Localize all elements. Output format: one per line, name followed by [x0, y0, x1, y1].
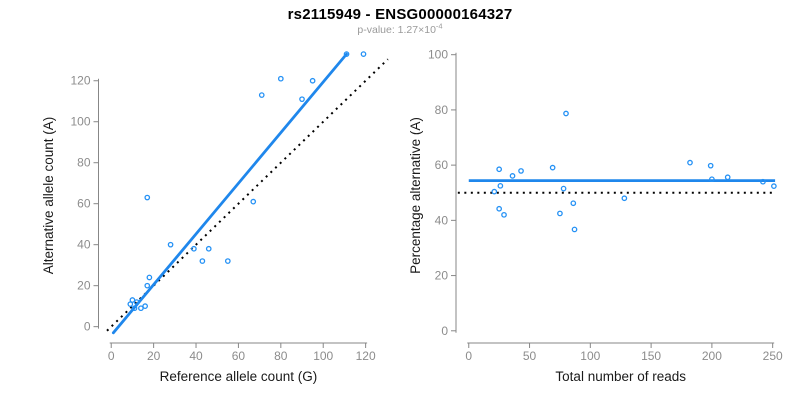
data-point [707, 162, 714, 169]
data-point [144, 282, 151, 289]
p-value-text: p-value: 1.27×10 [357, 24, 436, 36]
y-tick-label: 40 [435, 213, 449, 227]
data-point [509, 173, 516, 179]
x-tick-label: 150 [641, 349, 661, 363]
x-tick-label: 200 [702, 349, 722, 363]
y-tick-label: 40 [77, 238, 91, 252]
x-axis-label: Total number of reads [555, 369, 686, 384]
x-tick-label: 100 [580, 349, 600, 363]
data-point [518, 168, 524, 174]
y-tick-label: 0 [84, 320, 91, 334]
right-scatter-plot: 0 50 100 150 200 250 0 20 40 60 80 100 Total number … [408, 48, 783, 384]
data-point [557, 210, 563, 217]
data-point [496, 205, 503, 212]
y-tick-label: 100 [428, 48, 448, 62]
x-tick-label: 120 [356, 349, 376, 363]
y-tick-label: 80 [77, 156, 91, 170]
y-tick-label: 80 [435, 103, 449, 117]
left-scatter-plot: 0 20 40 60 80 100 120 0 20 40 60 80 100 120 Reference … [41, 51, 389, 384]
data-point [133, 299, 140, 305]
y-tick-label: 60 [435, 158, 449, 172]
data-point [621, 195, 628, 202]
data-point [771, 183, 777, 189]
data-point [299, 96, 305, 103]
x-tick-label: 80 [274, 349, 288, 363]
y-tick-label: 100 [70, 115, 90, 129]
data-point [549, 164, 556, 171]
plot-title: rs2115949 - ENSG00000164327 [287, 6, 513, 23]
y-tick-label: 0 [441, 324, 448, 338]
data-point [131, 305, 138, 312]
data-point [563, 110, 569, 117]
data-point [571, 226, 578, 233]
y-axis-label: Alternative allele count (A) [41, 117, 56, 275]
data-point [501, 211, 507, 218]
data-point [144, 194, 151, 201]
data-point [205, 245, 212, 252]
p-value-exponent: -4 [435, 21, 443, 31]
data-point [491, 188, 498, 195]
data-point [258, 92, 265, 98]
data-point [687, 159, 693, 166]
data-point [138, 305, 144, 312]
data-point [224, 258, 231, 264]
data-point [570, 200, 577, 207]
y-tick-label: 120 [70, 74, 90, 88]
data-point [309, 77, 316, 84]
x-tick-label: 40 [189, 349, 203, 363]
x-tick-label: 250 [763, 349, 783, 363]
data-point [199, 258, 206, 264]
x-tick-label: 100 [313, 349, 333, 363]
x-tick-label: 50 [523, 349, 537, 363]
data-point [250, 198, 257, 205]
x-axis-label: Reference allele count (G) [160, 369, 318, 384]
data-point [497, 182, 504, 189]
y-tick-label: 60 [77, 197, 91, 211]
x-tick-label: 0 [465, 349, 472, 363]
y-tick-label: 20 [77, 279, 91, 293]
data-point [191, 245, 197, 252]
data-point [496, 166, 503, 173]
data-point [724, 174, 731, 181]
data-point [560, 185, 567, 192]
data-point [167, 241, 174, 248]
data-point [709, 176, 715, 183]
data-point [277, 75, 284, 82]
x-tick-label: 20 [147, 349, 161, 363]
data-point [146, 274, 153, 281]
y-axis-label: Percentage alternative (A) [408, 117, 423, 274]
data-point [142, 303, 148, 310]
y-tick-label: 20 [435, 269, 449, 283]
x-tick-label: 0 [108, 349, 115, 363]
plot-subtitle: p-value: 1.27×10-4 [0, 21, 800, 36]
data-point [360, 51, 367, 57]
x-tick-label: 60 [232, 349, 246, 363]
data-point [129, 297, 136, 303]
data-point [760, 178, 766, 185]
data-point [343, 51, 350, 57]
regression-line [111, 52, 348, 335]
